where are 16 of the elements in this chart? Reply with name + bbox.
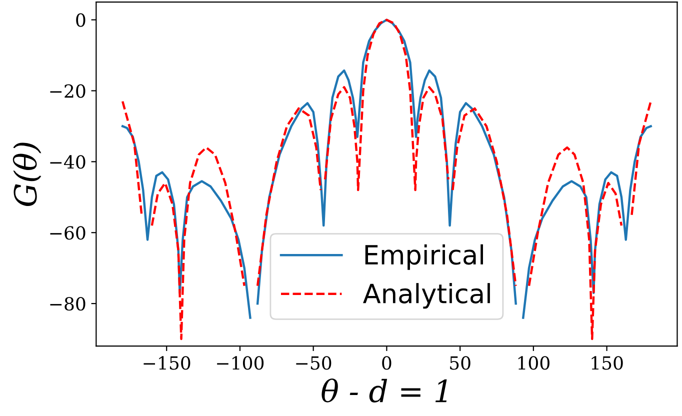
- y-tick-label: −20: [50, 84, 86, 98]
- legend-label: Empirical: [365, 244, 483, 270]
- y-tick-label: 0: [76, 13, 86, 27]
- y-tick-label: −80: [50, 297, 86, 311]
- x-tick-label: 150: [592, 356, 623, 370]
- x-tick-label: 0: [382, 356, 392, 370]
- y-tick-label: −40: [50, 155, 86, 169]
- legend-label: Analytical: [363, 283, 490, 309]
- x-tick-label: −100: [217, 356, 264, 370]
- y-tick-label: −60: [50, 226, 86, 240]
- y-axis-title: G(θ): [12, 142, 42, 206]
- x-tick-label: −150: [144, 356, 190, 370]
- x-tick-label: 100: [518, 356, 550, 370]
- x-tick-label: −50: [296, 356, 332, 370]
- x-axis-title: θ - d = 1: [322, 378, 447, 403]
- x-tick-label: 50: [450, 356, 470, 370]
